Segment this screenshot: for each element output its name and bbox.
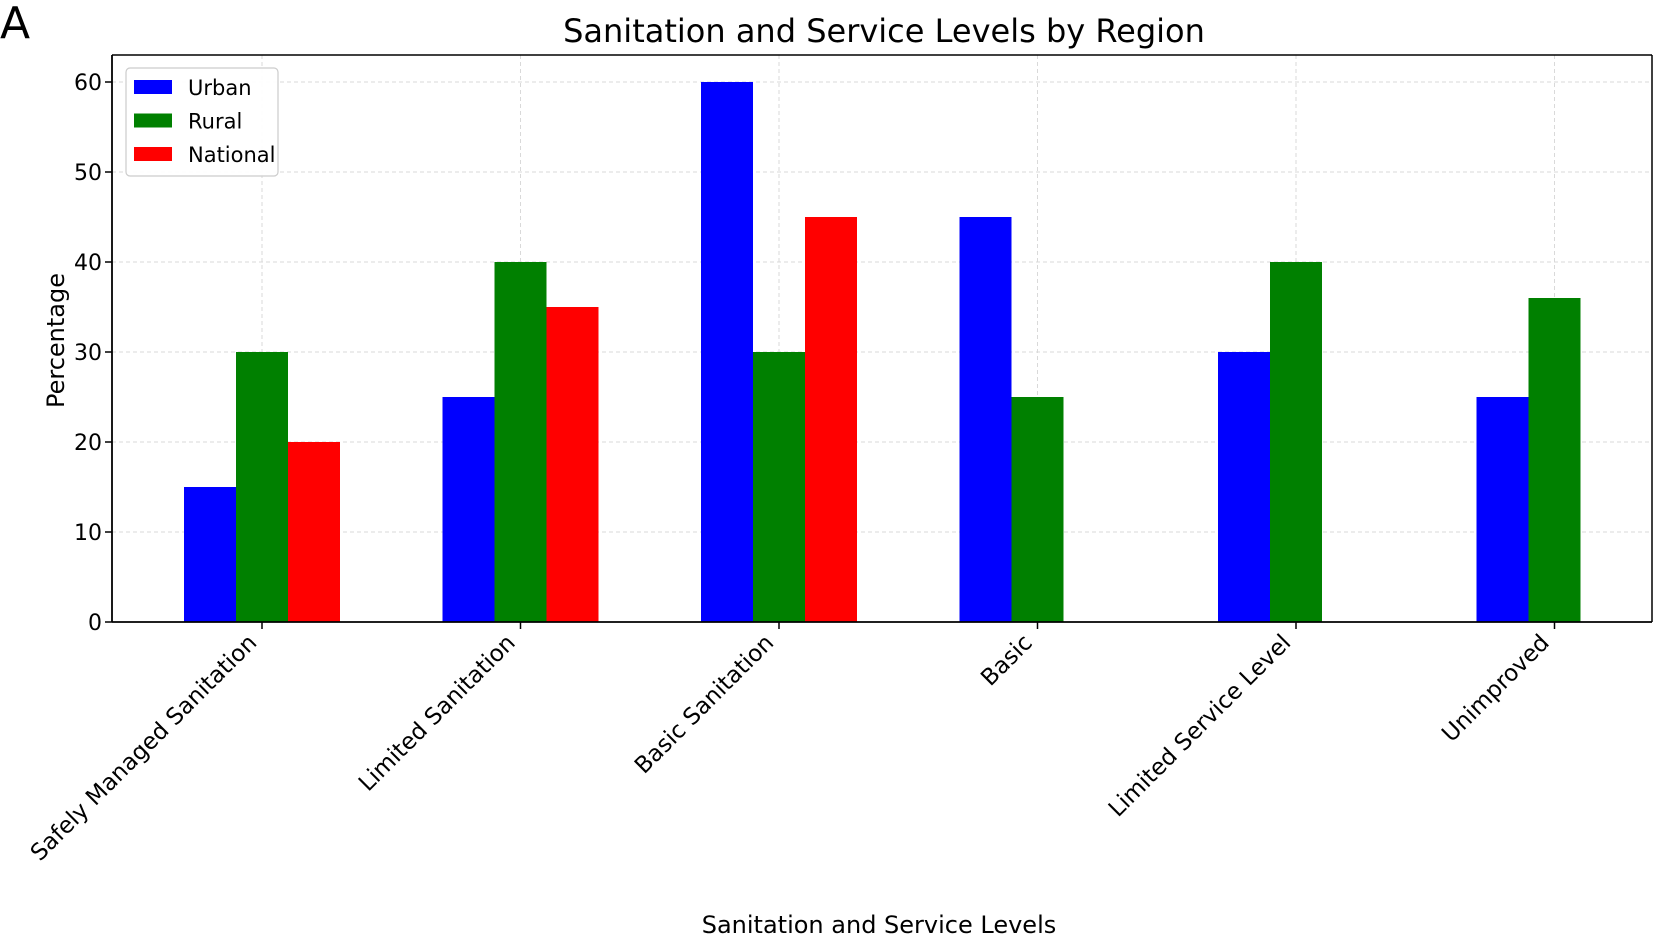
legend-label-rural: Rural xyxy=(188,110,242,134)
y-axis-label: Percentage xyxy=(42,273,70,408)
x-tick-label-1: Limited Sanitation xyxy=(354,630,521,797)
y-tick-label-5: 50 xyxy=(74,161,102,186)
bar-urban-4 xyxy=(1218,352,1270,622)
panel-label: A xyxy=(0,0,31,49)
bar-rural-0 xyxy=(236,352,288,622)
x-tick-label-0: Safely Managed Sanitation xyxy=(26,630,262,866)
y-tick-label-6: 60 xyxy=(74,71,102,96)
chart-title: Sanitation and Service Levels by Region xyxy=(563,12,1205,50)
legend-swatch-urban xyxy=(134,80,172,94)
bar-urban-0 xyxy=(184,487,236,622)
bar-urban-1 xyxy=(442,397,495,622)
x-tick-label-4: Limited Service Level xyxy=(1104,630,1296,822)
y-tick-label-2: 20 xyxy=(74,431,102,456)
bar-national-1 xyxy=(546,307,599,622)
y-tick-label-0: 0 xyxy=(88,611,102,636)
x-tick-label-5: Unimproved xyxy=(1437,630,1555,748)
legend-label-national: National xyxy=(188,143,276,167)
bar-rural-3 xyxy=(1011,397,1064,622)
bar-national-2 xyxy=(805,217,857,622)
legend: Urban Rural National xyxy=(125,67,279,177)
grid-lines xyxy=(112,55,1652,622)
x-axis-ticks: Safely Managed Sanitation Limited Sanitat… xyxy=(26,622,1556,866)
bar-urban-3 xyxy=(959,217,1012,622)
bar-rural-2 xyxy=(753,352,805,622)
y-tick-label-1: 10 xyxy=(74,521,102,546)
bar-urban-2 xyxy=(701,82,753,622)
x-tick-label-2: Basic Sanitation xyxy=(630,630,779,779)
bar-rural-1 xyxy=(494,262,547,622)
legend-swatch-national xyxy=(134,147,172,161)
bar-rural-5 xyxy=(1528,298,1581,622)
bars xyxy=(184,82,1581,622)
bar-urban-5 xyxy=(1476,397,1529,622)
bar-rural-4 xyxy=(1270,262,1322,622)
legend-swatch-rural xyxy=(134,113,172,128)
bar-national-0 xyxy=(288,442,340,622)
axes xyxy=(111,54,1653,623)
y-axis-ticks: 0 10 20 30 40 50 60 xyxy=(74,71,112,636)
x-axis-label: Sanitation and Service Levels xyxy=(702,911,1057,939)
x-tick-label-3: Basic xyxy=(976,630,1037,691)
y-tick-label-4: 40 xyxy=(74,251,102,276)
legend-label-urban: Urban xyxy=(188,76,252,100)
y-tick-label-3: 30 xyxy=(74,341,102,366)
